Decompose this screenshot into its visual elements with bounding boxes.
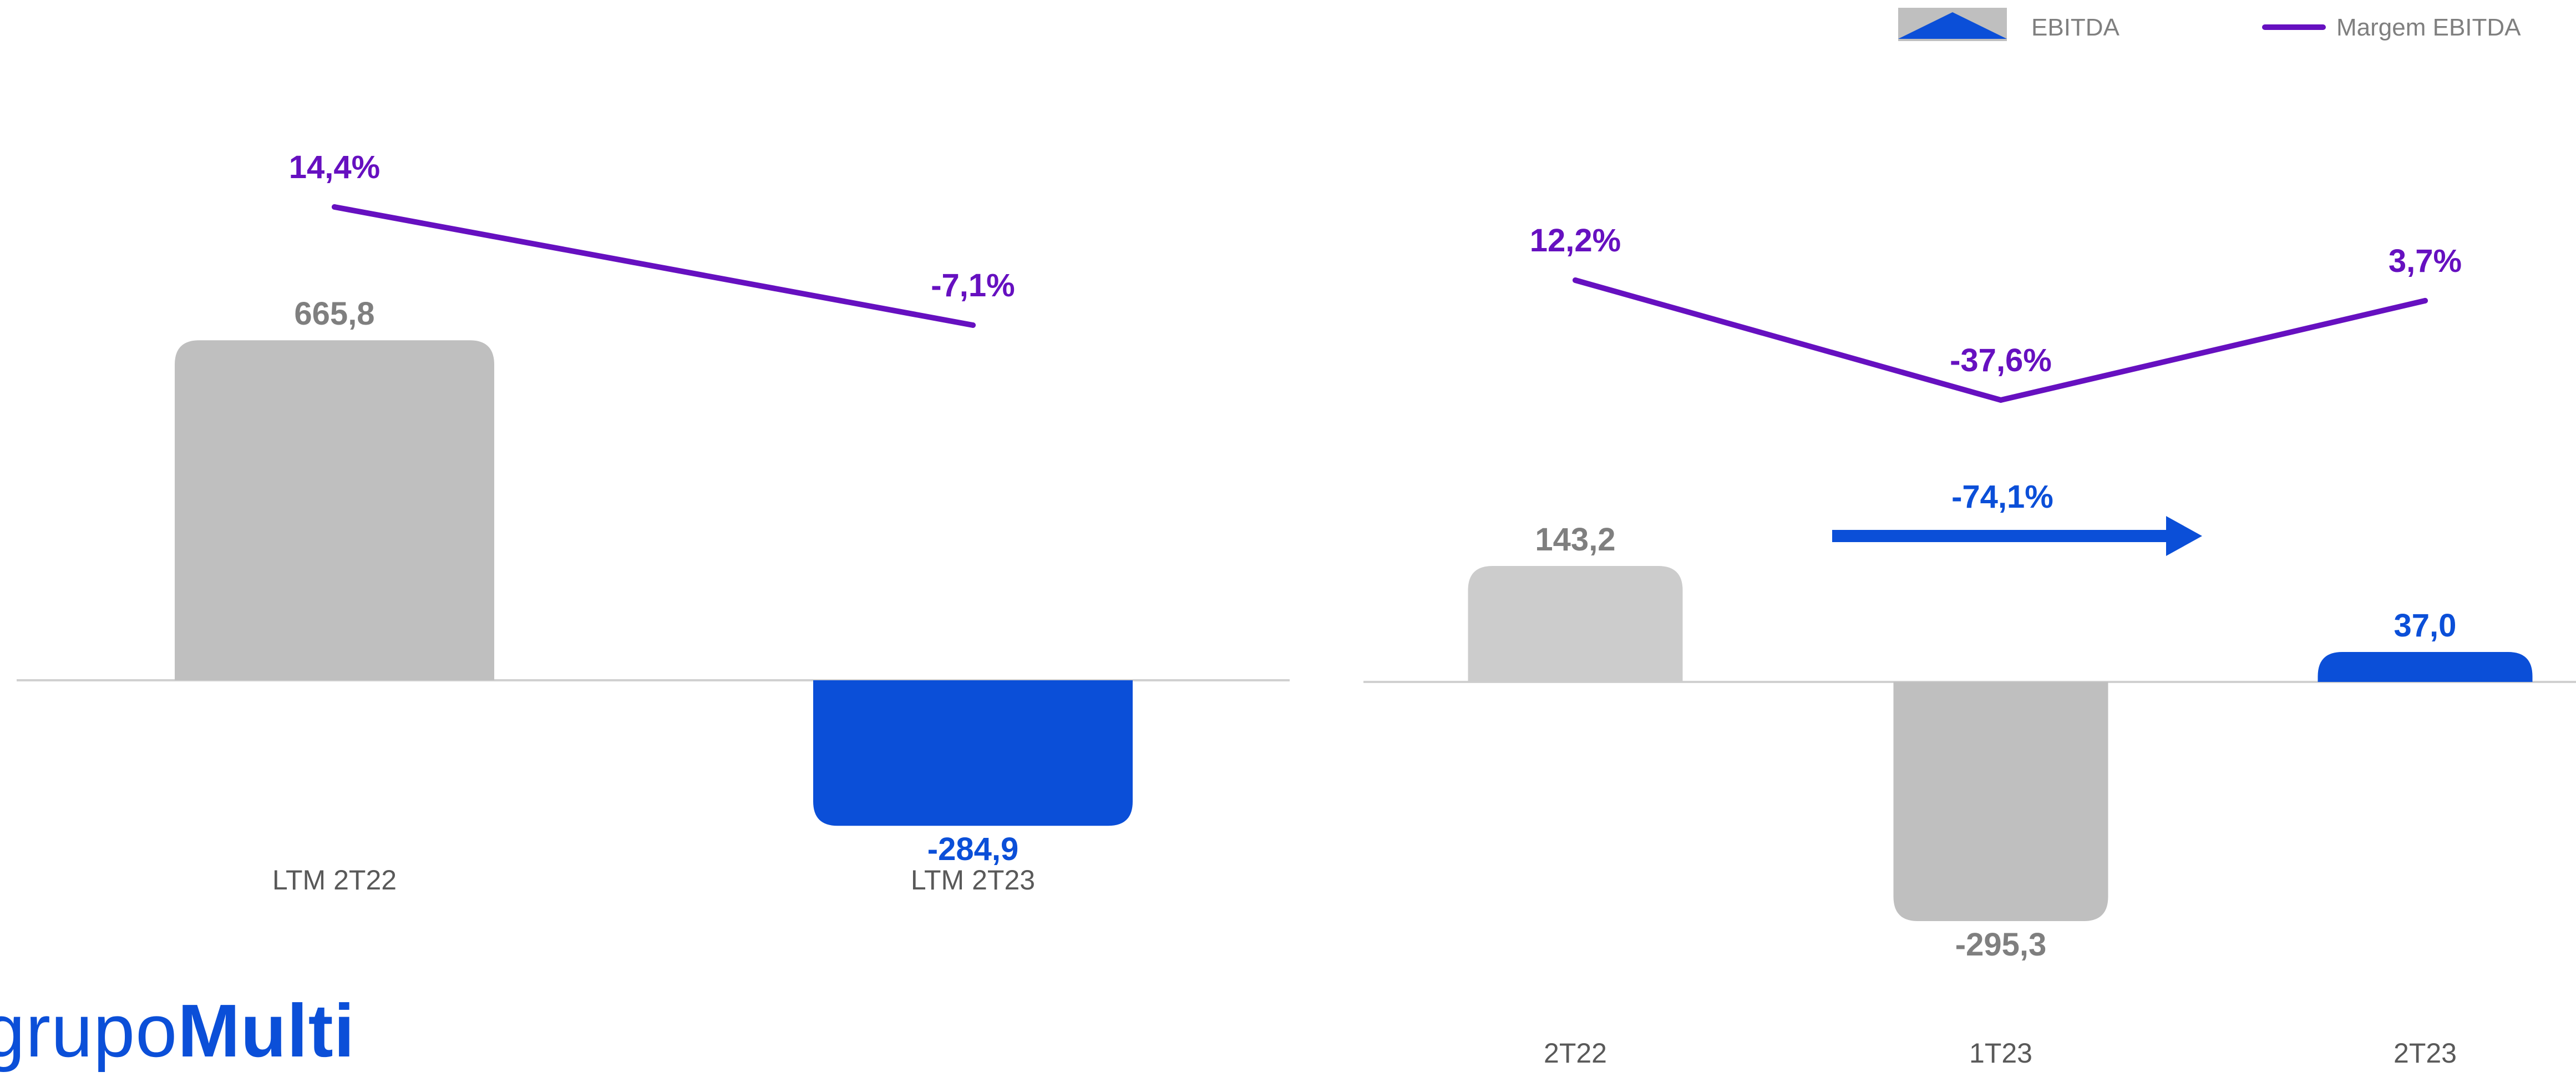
margin-line bbox=[332, 204, 976, 328]
legend-item-margin: Margem EBITDA bbox=[2262, 14, 2521, 41]
bar-ebitda bbox=[813, 680, 1133, 826]
category-label: 2T23 bbox=[2394, 1038, 2457, 1068]
bar-value-label: -284,9 bbox=[927, 831, 1018, 867]
margin-point bbox=[2422, 297, 2428, 304]
margin-point bbox=[970, 322, 976, 328]
margin-point bbox=[1998, 397, 2004, 403]
bar-ebitda bbox=[1468, 565, 1683, 682]
category-label: 2T22 bbox=[1544, 1038, 1607, 1068]
margin-value-label: 14,4% bbox=[289, 149, 380, 185]
legend-ebitda-swatch-mark bbox=[1898, 12, 2007, 39]
bar-value-label: 665,8 bbox=[294, 296, 374, 332]
variation-annotation: -74,1% bbox=[1832, 479, 2202, 556]
bar-value-label: 143,2 bbox=[1535, 522, 1615, 558]
margin-value-label: -7,1% bbox=[931, 267, 1015, 304]
variation-arrow-head bbox=[2166, 516, 2202, 556]
bar-ebitda bbox=[2318, 651, 2533, 682]
variation-arrow-shaft bbox=[1832, 530, 2179, 542]
category-label: LTM 2T22 bbox=[272, 864, 397, 896]
legend-item-ebitda: EBITDA bbox=[1898, 8, 2120, 41]
margin-value-label: 3,7% bbox=[2389, 243, 2462, 279]
category-label: LTM 2T23 bbox=[911, 864, 1035, 896]
margin-line bbox=[1573, 277, 2428, 403]
margin-value-label: 12,2% bbox=[1530, 223, 1621, 259]
chart-quarters: 143,2 2T22 -295,3 1T23 37,0 2T23 12,2% -37,6% 3,… bbox=[1363, 223, 2576, 1068]
bar-ebitda bbox=[1893, 682, 2108, 922]
legend-margin-label: Margem EBITDA bbox=[2336, 14, 2521, 41]
margin-point bbox=[332, 204, 337, 210]
margin-value-label: -37,6% bbox=[1950, 342, 2052, 378]
bar-value-label: 37,0 bbox=[2394, 608, 2457, 644]
margin-point bbox=[1573, 277, 1578, 283]
bar-value-label: -295,3 bbox=[1955, 927, 2046, 963]
grupo-multi-logo: grupoMulti bbox=[0, 989, 356, 1073]
legend-ebitda-label: EBITDA bbox=[2031, 14, 2120, 41]
legend: EBITDA Margem EBITDA bbox=[1898, 8, 2521, 41]
category-label: 1T23 bbox=[1969, 1038, 2032, 1068]
bar-ebitda bbox=[175, 340, 494, 680]
variation-label: -74,1% bbox=[1951, 479, 2053, 515]
